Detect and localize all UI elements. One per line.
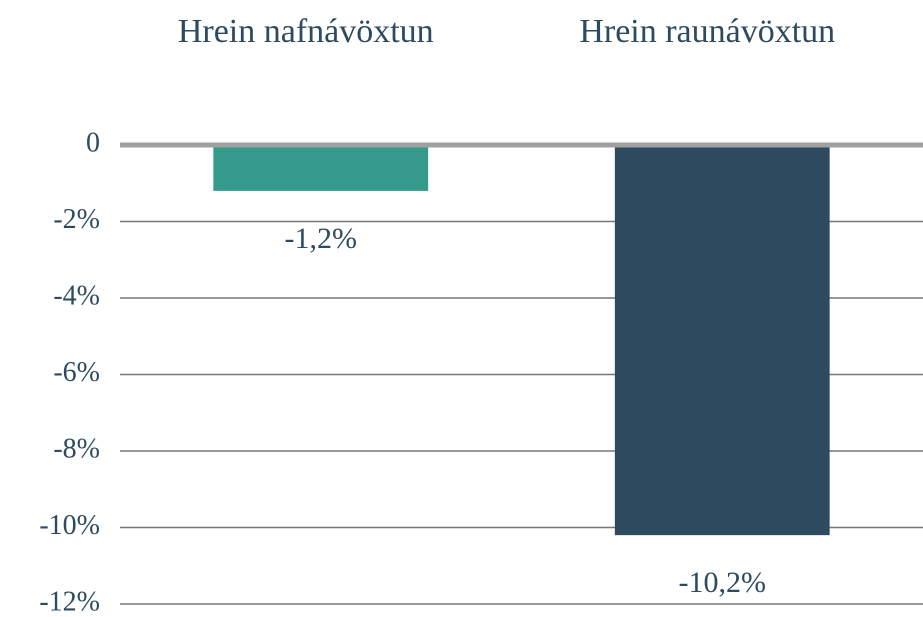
category-label: Hrein nafnávöxtun (177, 13, 434, 50)
category-label: Hrein raunávöxtun (579, 13, 836, 50)
y-tick-label: -2% (53, 204, 100, 235)
y-tick-label: -8% (53, 433, 100, 464)
bar (213, 145, 429, 191)
bar (614, 145, 830, 536)
y-tick-label: 0 (86, 127, 100, 158)
value-label: -10,2% (679, 566, 766, 599)
y-tick-label: -10% (39, 510, 100, 541)
y-tick-label: -6% (53, 357, 100, 388)
y-tick-label: -12% (39, 586, 100, 617)
value-label: -1,2% (285, 222, 357, 255)
y-tick-label: -4% (53, 280, 100, 311)
